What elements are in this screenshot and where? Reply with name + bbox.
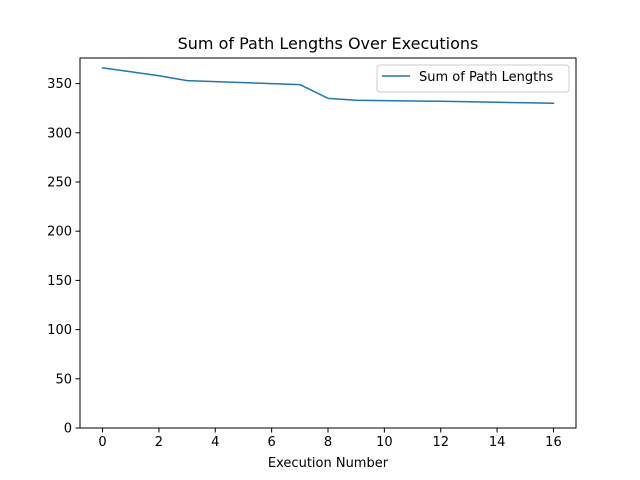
x-axis-label: Execution Number: [268, 456, 389, 471]
y-tick-label: 150: [47, 274, 72, 289]
y-tick-label: 0: [64, 422, 72, 437]
y-tick-label: 350: [47, 77, 72, 92]
y-tick-label: 300: [47, 126, 72, 141]
y-tick-label: 50: [55, 372, 72, 387]
x-tick-label: 8: [324, 435, 332, 450]
series-group: [101, 66, 555, 105]
x-tick-label: 12: [432, 435, 449, 450]
x-axis: 0 2 4 6 8 10 12 14 16: [98, 428, 562, 450]
y-axis: 0 50 100 150 200 250 300 350: [47, 77, 80, 437]
x-tick-label: 16: [545, 435, 562, 450]
y-tick-label: 250: [47, 175, 72, 190]
x-tick-label: 0: [98, 435, 106, 450]
y-tick-label: 100: [47, 323, 72, 338]
y-tick-label: 200: [47, 225, 72, 240]
x-tick-label: 14: [489, 435, 506, 450]
plot-frame: [79, 57, 577, 429]
chart-title: Sum of Path Lengths Over Executions: [178, 34, 479, 53]
x-tick-label: 10: [376, 435, 393, 450]
legend-box: [376, 64, 570, 93]
legend: Sum of Path Lengths: [376, 64, 570, 93]
plot-area: [79, 57, 577, 429]
x-tick-label: 2: [155, 435, 163, 450]
x-tick-label: 4: [211, 435, 219, 450]
series-line: [101, 66, 555, 105]
x-tick-label: 6: [267, 435, 275, 450]
legend-label: Sum of Path Lengths: [419, 70, 553, 85]
